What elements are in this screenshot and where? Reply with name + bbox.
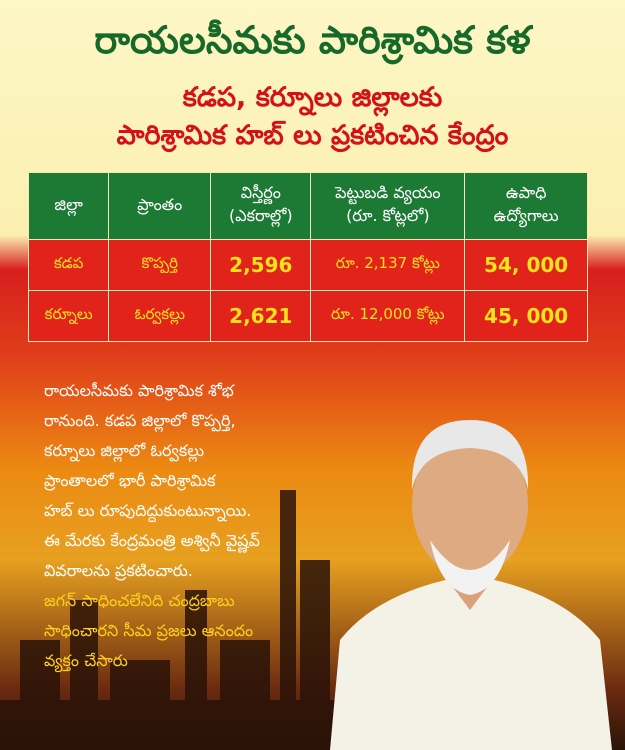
highlight-line: జగన్ సాధించలేనిది చంద్రబాబు bbox=[44, 591, 235, 610]
highlight-line: సాధించారని సీమ ప్రజలు ఆనందం bbox=[44, 621, 254, 640]
column-header: ఉపాధి ఉద్యోగాలు bbox=[464, 172, 588, 240]
body-line: కర్నూలు జిల్లాలో ఓర్వకల్లు bbox=[44, 441, 205, 460]
table-body: కడప కొప్పర్తి 2,596 రూ. 2,137 కోట్లు 54, 000… bbox=[27, 239, 588, 342]
table-cell: ఓర్వకల్లు bbox=[108, 290, 212, 342]
title: రాయలసీమకు పారిశ్రామిక కళ bbox=[94, 18, 531, 62]
column-header: పెట్టుబడి వ్యయం (రూ. కోట్లలో) bbox=[310, 172, 466, 240]
header-line: (ఎకరాల్లో) bbox=[228, 206, 293, 225]
header-line: జిల్లా bbox=[54, 194, 83, 214]
table-cell: రూ. 2,137 కోట్లు bbox=[310, 239, 466, 291]
body-line: వివరాలను ప్రకటించారు. bbox=[44, 561, 193, 580]
subtitle: కడప, కర్నూలు జిల్లాలకు bbox=[182, 82, 443, 113]
subtitle: పారిశ్రామిక హబ్ లు ప్రకటించిన కేంద్రం bbox=[116, 120, 509, 151]
body-line: హబ్ లు రూపుదిద్దుకుంటున్నాయి. bbox=[44, 501, 252, 520]
body-text: రాయలసీమకు పారిశ్రామిక శోభ రానుంది. కడప జి… bbox=[44, 376, 260, 676]
table-cell: కర్నూలు bbox=[27, 290, 110, 342]
column-header: జిల్లా bbox=[27, 172, 110, 240]
table-cell: కడప bbox=[27, 239, 110, 291]
table-cell: రూ. 12,000 కోట్లు bbox=[310, 290, 466, 342]
highlight-line: వ్యక్తం చేసారు bbox=[44, 651, 128, 670]
data-table: జిల్లా ప్రాంతం విస్తీర్ణం (ఎకరాల్లో) పెట్టుబ… bbox=[27, 172, 588, 342]
column-header: ప్రాంతం bbox=[108, 172, 212, 240]
body-line: ఈ మేరకు కేంద్రమంత్రి అశ్వినీ వైష్ణవ్ bbox=[44, 531, 260, 550]
table-row: కర్నూలు ఓర్వకల్లు 2,621 రూ. 12,000 కోట్లు 45… bbox=[27, 290, 588, 342]
table-cell: కొప్పర్తి bbox=[108, 239, 212, 291]
header-line: విస్తీర్ణం bbox=[240, 183, 281, 202]
header-line: (రూ. కోట్లలో) bbox=[346, 206, 430, 225]
column-header: విస్తీర్ణం (ఎకరాల్లో) bbox=[210, 172, 312, 240]
header-line: ఉద్యోగాలు bbox=[493, 206, 559, 225]
header-line: పెట్టుబడి వ్యయం bbox=[335, 183, 441, 202]
table-cell: 45, 000 bbox=[464, 290, 588, 342]
header-line: ఉపాధి bbox=[505, 183, 547, 202]
table-cell: 2,621 bbox=[210, 290, 312, 342]
table-cell: 2,596 bbox=[210, 239, 312, 291]
body-line: రాయలసీమకు పారిశ్రామిక శోభ bbox=[44, 381, 234, 400]
body-line: ప్రాంతాలలో భారీ పారిశ్రామిక bbox=[44, 471, 216, 490]
body-line: రానుంది. కడప జిల్లాలో కొప్పర్తి, bbox=[44, 411, 236, 430]
industry-silhouette bbox=[0, 490, 360, 750]
table-cell: 54, 000 bbox=[464, 239, 588, 291]
header-row: జిల్లా ప్రాంతం విస్తీర్ణం (ఎకరాల్లో) పెట్టుబ… bbox=[27, 172, 588, 240]
header-line: ప్రాంతం bbox=[137, 194, 183, 214]
table-row: కడప కొప్పర్తి 2,596 రూ. 2,137 కోట్లు 54, 000 bbox=[27, 239, 588, 291]
portrait bbox=[330, 420, 612, 750]
